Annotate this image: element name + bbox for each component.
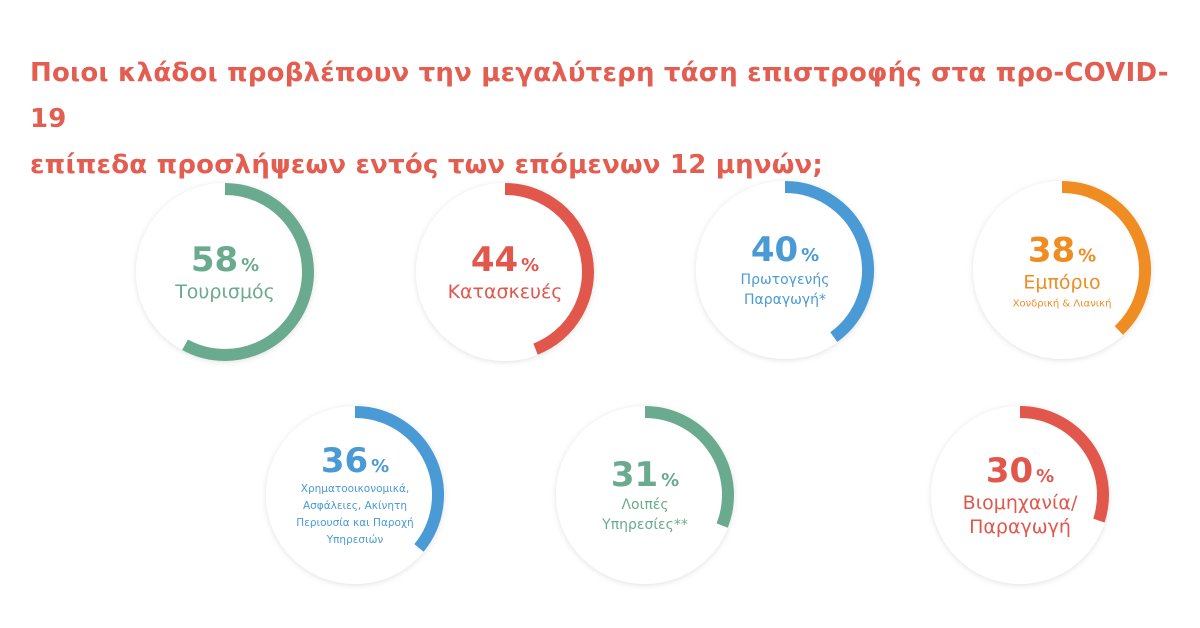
value-label: 31 (610, 455, 659, 495)
gauge-background (266, 406, 444, 584)
value-row: 30% (986, 451, 1054, 491)
category-label: Λοιπές Υπηρεσίες** (602, 497, 688, 533)
value-row: 58% (191, 240, 259, 280)
category-label: Βιομηχανία/ Παραγωγή (962, 492, 1078, 538)
gauge-arc (644, 406, 734, 528)
unit-label: % (241, 255, 260, 276)
value-row: 38% (1028, 231, 1096, 271)
category-label: Εμπόριο (1023, 271, 1101, 294)
gauge-label-group: 31% Λοιπές Υπηρεσίες** (560, 455, 730, 535)
gauge-label-group: 36% Χρηματοοικονομικά, Ασφάλειες, Ακίνητη… (270, 441, 440, 549)
value-label: 58 (190, 240, 239, 280)
gauge-arc (784, 181, 874, 342)
unit-label: % (801, 245, 820, 266)
value-label: 40 (750, 230, 799, 270)
value-label: 30 (985, 451, 1034, 491)
gauge-label-group: 38% Εμπόριο Χονδρική & Λιανική (977, 231, 1147, 310)
value-label: 44 (470, 240, 519, 280)
gauge-arc (504, 183, 594, 355)
unit-label: % (661, 470, 680, 491)
gauge-label-group: 30% Βιομηχανία/ Παραγωγή (935, 451, 1105, 539)
gauge-background (696, 181, 874, 359)
value-row: 44% (471, 240, 539, 280)
gauge-label-group: 58% Τουρισμός (140, 240, 310, 304)
unit-label: % (521, 255, 540, 276)
gauge-arc (1061, 181, 1151, 335)
category-sublabel: Χονδρική & Λιανική (1012, 298, 1112, 310)
unit-label: % (1036, 466, 1055, 487)
unit-label: % (371, 456, 390, 477)
gauge-label-group: 40% Πρωτογενής Παραγωγή* (700, 230, 870, 310)
category-label: Χρηματοοικονομικά, Ασφάλειες, Ακίνητη Πε… (296, 483, 414, 546)
value-row: 36% (321, 441, 389, 481)
gauge-background (136, 183, 314, 361)
gauge-label-group: 44% Κατασκευές (420, 240, 590, 304)
chart-title: Ποιοι κλάδοι προβλέπουν την μεγαλύτερη τ… (30, 58, 1169, 180)
gauge-arc (1019, 406, 1109, 523)
gauge-background (973, 181, 1151, 359)
value-row: 40% (751, 230, 819, 270)
category-label: Πρωτογενής Παραγωγή* (740, 272, 830, 308)
gauge-background (931, 406, 1109, 584)
category-label: Κατασκευές (447, 281, 563, 303)
unit-label: % (1078, 245, 1097, 267)
gauge-background (416, 183, 594, 361)
value-label: 38 (1027, 230, 1076, 271)
value-row: 31% (611, 455, 679, 495)
gauge-arc (354, 406, 444, 552)
gauge-background (556, 406, 734, 584)
value-label: 36 (320, 441, 369, 481)
category-label: Τουρισμός (175, 281, 275, 303)
gauge-arc (182, 183, 314, 361)
